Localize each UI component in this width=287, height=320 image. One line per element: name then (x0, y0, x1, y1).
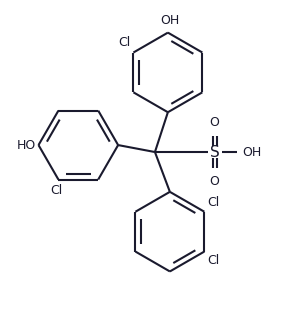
Text: HO: HO (16, 139, 36, 152)
Text: O: O (210, 116, 220, 129)
Text: Cl: Cl (207, 253, 220, 267)
Text: Cl: Cl (118, 36, 130, 49)
Text: O: O (210, 175, 220, 188)
Text: OH: OH (160, 14, 179, 27)
Text: S: S (210, 145, 220, 160)
Text: Cl: Cl (50, 184, 63, 196)
Text: Cl: Cl (207, 196, 220, 209)
Text: OH: OH (243, 146, 262, 158)
